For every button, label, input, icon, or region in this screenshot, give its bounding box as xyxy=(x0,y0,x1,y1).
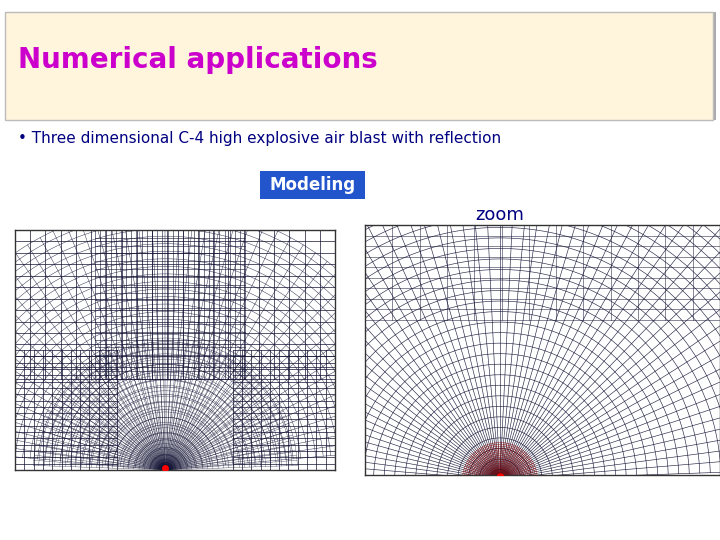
Text: Numerical applications: Numerical applications xyxy=(18,46,378,74)
Text: Modeling: Modeling xyxy=(269,176,356,194)
Text: zoom: zoom xyxy=(476,206,524,224)
FancyBboxPatch shape xyxy=(260,171,365,199)
Text: • Three dimensional C-4 high explosive air blast with reflection: • Three dimensional C-4 high explosive a… xyxy=(18,131,501,145)
FancyBboxPatch shape xyxy=(8,12,716,120)
FancyBboxPatch shape xyxy=(5,12,713,120)
